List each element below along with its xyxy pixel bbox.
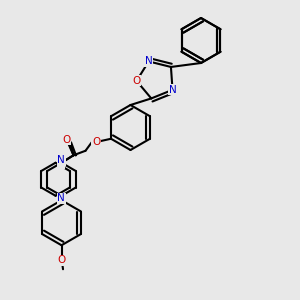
- Text: O: O: [62, 135, 71, 145]
- Text: N: N: [57, 158, 65, 168]
- Text: O: O: [92, 137, 100, 147]
- Text: N: N: [169, 85, 176, 95]
- Text: O: O: [132, 76, 141, 86]
- Text: N: N: [57, 193, 65, 203]
- Text: O: O: [57, 255, 66, 265]
- Text: N: N: [145, 56, 153, 66]
- Text: N: N: [57, 155, 65, 165]
